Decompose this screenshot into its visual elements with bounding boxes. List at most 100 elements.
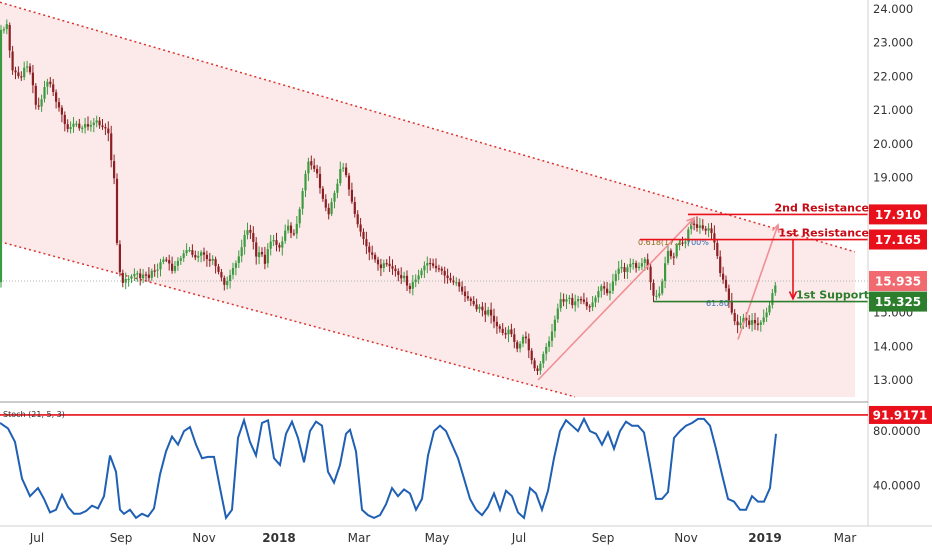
- candle-body: [579, 299, 583, 301]
- level-label: 1st Resistance: [778, 227, 869, 240]
- time-tick-label: Mar: [348, 531, 371, 545]
- time-tick-label: Sep: [592, 531, 615, 545]
- candle-body: [40, 99, 43, 107]
- candle-body: [756, 323, 759, 325]
- candle-body: [469, 298, 472, 301]
- level-value-badge: 17.165: [875, 233, 921, 247]
- candle-body: [640, 263, 643, 267]
- candle-body: [231, 268, 235, 275]
- candle-body: [707, 228, 710, 231]
- channel-fill: [0, 2, 855, 397]
- candle-body: [403, 275, 406, 279]
- candle-body: [292, 233, 295, 235]
- candle-body: [182, 253, 185, 259]
- candle-body: [23, 67, 26, 78]
- candle-body: [455, 282, 458, 284]
- candle-body: [14, 70, 17, 73]
- candle-body: [191, 250, 194, 255]
- level-value-badge-bg: [869, 291, 927, 312]
- candle-body: [258, 252, 261, 258]
- stoch-pane: [0, 416, 777, 521]
- candle-body: [260, 252, 264, 255]
- candle-body: [591, 302, 594, 308]
- time-tick-label: Jul: [511, 531, 526, 545]
- candle-body: [614, 274, 617, 282]
- candle-body: [771, 293, 774, 305]
- candle-body: [318, 173, 322, 189]
- candle-body: [617, 268, 620, 274]
- candle-body: [577, 299, 580, 302]
- candle-body: [173, 266, 177, 272]
- candle-body: [463, 291, 467, 297]
- candle-body: [26, 66, 29, 68]
- time-tick-label: Jul: [29, 531, 44, 545]
- candle-body: [43, 86, 46, 99]
- candle-body: [269, 241, 272, 249]
- candle-body: [202, 252, 206, 255]
- candle-body: [513, 334, 516, 342]
- candle-body: [339, 169, 342, 184]
- candle-body: [75, 123, 78, 125]
- candle-body: [516, 342, 519, 349]
- candle-body: [626, 267, 629, 273]
- candle-body: [156, 269, 159, 271]
- candle-body: [530, 350, 533, 361]
- current-price-badge-bg: [869, 271, 927, 292]
- candle-body: [501, 328, 504, 333]
- stoch-axis: 80.0000 40.0000 91.9171: [869, 405, 932, 492]
- candle-body: [608, 290, 612, 294]
- candle-body: [527, 338, 530, 351]
- candle-body: [434, 265, 438, 269]
- candle-body: [159, 262, 162, 270]
- candles: [0, 19, 777, 375]
- stoch-tick-label: 80.0000: [873, 424, 921, 438]
- time-tick-label: Sep: [110, 531, 133, 545]
- candle-body: [461, 286, 464, 292]
- time-tick-label: May: [425, 531, 450, 545]
- candle-body: [72, 123, 75, 127]
- candle-body: [716, 242, 719, 256]
- candle-body: [693, 223, 696, 225]
- candle-body: [217, 266, 220, 272]
- candle-body: [313, 165, 316, 169]
- stoch-value-badge: 91.9171: [873, 408, 928, 422]
- candle-body: [229, 275, 232, 282]
- level-value-badge-bg: [869, 204, 927, 225]
- candle-body: [684, 241, 687, 244]
- candle-body: [205, 254, 208, 260]
- candle-body: [113, 161, 116, 179]
- candle-body: [46, 81, 49, 87]
- candle-body: [507, 329, 510, 335]
- candle-body: [661, 281, 664, 294]
- candle-body: [240, 247, 243, 257]
- candle-body: [632, 262, 635, 265]
- candle-body: [153, 270, 156, 272]
- candle-body: [391, 266, 394, 269]
- candle-body: [336, 183, 339, 193]
- candle-body: [107, 128, 110, 134]
- price-tick-label: 21.000: [873, 103, 913, 117]
- candle-body: [374, 254, 377, 260]
- candle-body: [565, 299, 568, 302]
- candle-body: [623, 267, 626, 272]
- candle-body: [443, 270, 446, 276]
- candle-body: [745, 317, 748, 321]
- candle-body: [594, 297, 597, 303]
- candle-body: [55, 92, 58, 102]
- candle-body: [446, 275, 449, 278]
- time-tick-label: Mar: [834, 531, 857, 545]
- candle-body: [646, 259, 649, 267]
- price-tick-label: 22.000: [873, 69, 913, 83]
- candle-body: [571, 297, 574, 306]
- price-tick-label: 13.000: [873, 373, 913, 387]
- candle-body: [611, 281, 614, 291]
- candle-body: [321, 188, 324, 199]
- candle-body: [310, 161, 313, 166]
- swing-arrow-0-shaft: [537, 217, 695, 381]
- candle-body: [492, 315, 496, 322]
- candle-body: [289, 225, 293, 233]
- candle-body: [49, 81, 52, 85]
- fib-label: 61.80: [706, 299, 729, 308]
- candle-body: [150, 270, 153, 278]
- candle-body: [220, 272, 223, 278]
